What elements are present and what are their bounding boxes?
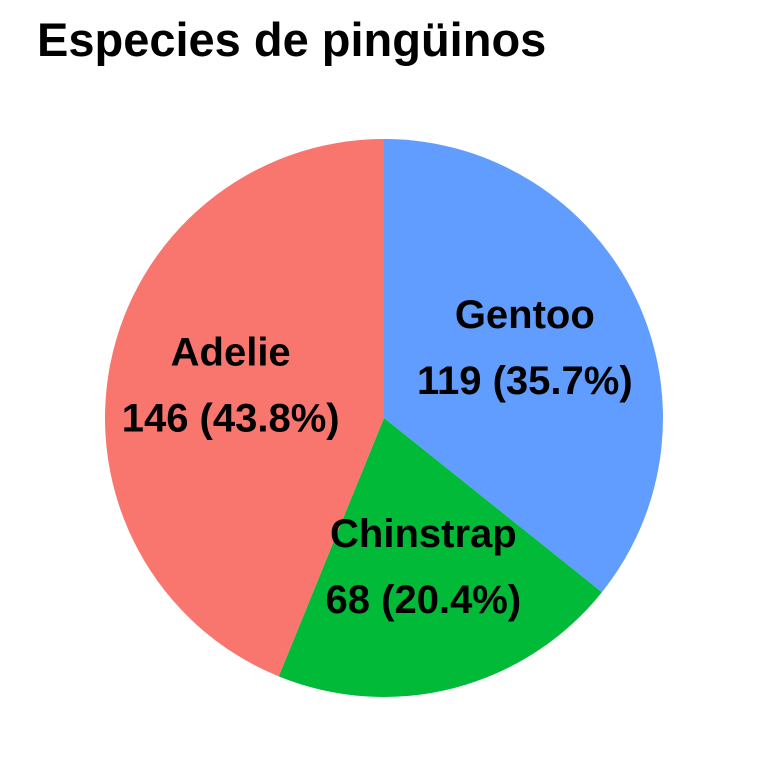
slice-label-adelie: Adelie [171,331,291,375]
pie-labels: Gentoo 119 (35.7%) Chinstrap 68 (20.4%) Adel… [122,293,633,622]
slice-value-gentoo: 119 (35.7%) [417,359,633,403]
chart-title: Especies de pingüinos [37,13,547,66]
pie-slices [104,138,663,697]
slice-value-adelie: 146 (43.8%) [122,397,340,441]
slice-label-chinstrap: Chinstrap [330,512,517,556]
slice-label-gentoo: Gentoo [455,293,595,337]
slice-value-chinstrap: 68 (20.4%) [326,578,522,622]
pie-slice-adelie [104,138,385,677]
pie-slice-gentoo [384,139,663,593]
pie-slice-chinstrap [278,418,602,697]
